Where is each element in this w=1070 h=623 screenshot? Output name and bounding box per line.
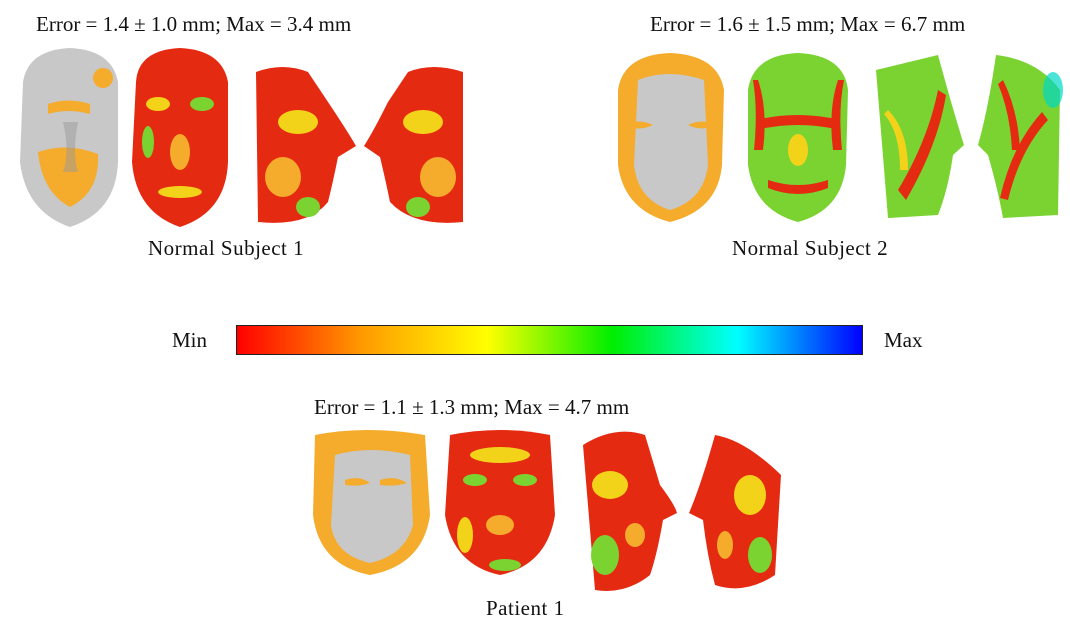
- panel2-error-map-side-right: [876, 55, 964, 218]
- panel1-error-caption: Error = 1.4 ± 1.0 mm; Max = 3.4 mm: [36, 12, 352, 36]
- panel2-face-renders: [618, 53, 1063, 222]
- panel3-error-map-side-left: [689, 435, 781, 589]
- colorbar-min-label: Min: [172, 328, 208, 352]
- panel1-face-renders: [20, 48, 463, 227]
- colorbar-gradient: [236, 325, 863, 355]
- panel1-error-map-side-right: [256, 67, 356, 223]
- panel1-subject-label: Normal Subject 1: [148, 236, 305, 260]
- panel2-subject-label: Normal Subject 2: [732, 236, 889, 260]
- panel3-face-renders: [313, 430, 781, 591]
- panel2-error-map-side-left: [978, 55, 1063, 218]
- panel1-error-map-side-left: [364, 67, 463, 223]
- panel3-subject-label: Patient 1: [486, 596, 565, 620]
- panel3-error-map-side-right: [583, 431, 677, 591]
- panel2-error-map-front: [748, 53, 848, 222]
- panel3-error-map-front: [445, 430, 555, 575]
- panel3-overlay-face: [313, 430, 430, 575]
- panel1-error-map-front: [132, 48, 228, 227]
- panel3-error-caption: Error = 1.1 ± 1.3 mm; Max = 4.7 mm: [314, 395, 630, 419]
- panel1-overlay-face: [20, 48, 118, 227]
- colorbar-max-label: Max: [884, 328, 923, 352]
- panel2-error-caption: Error = 1.6 ± 1.5 mm; Max = 6.7 mm: [650, 12, 966, 36]
- panel2-overlay-face: [618, 53, 724, 222]
- error-colorbar: Min Max: [0, 322, 1070, 358]
